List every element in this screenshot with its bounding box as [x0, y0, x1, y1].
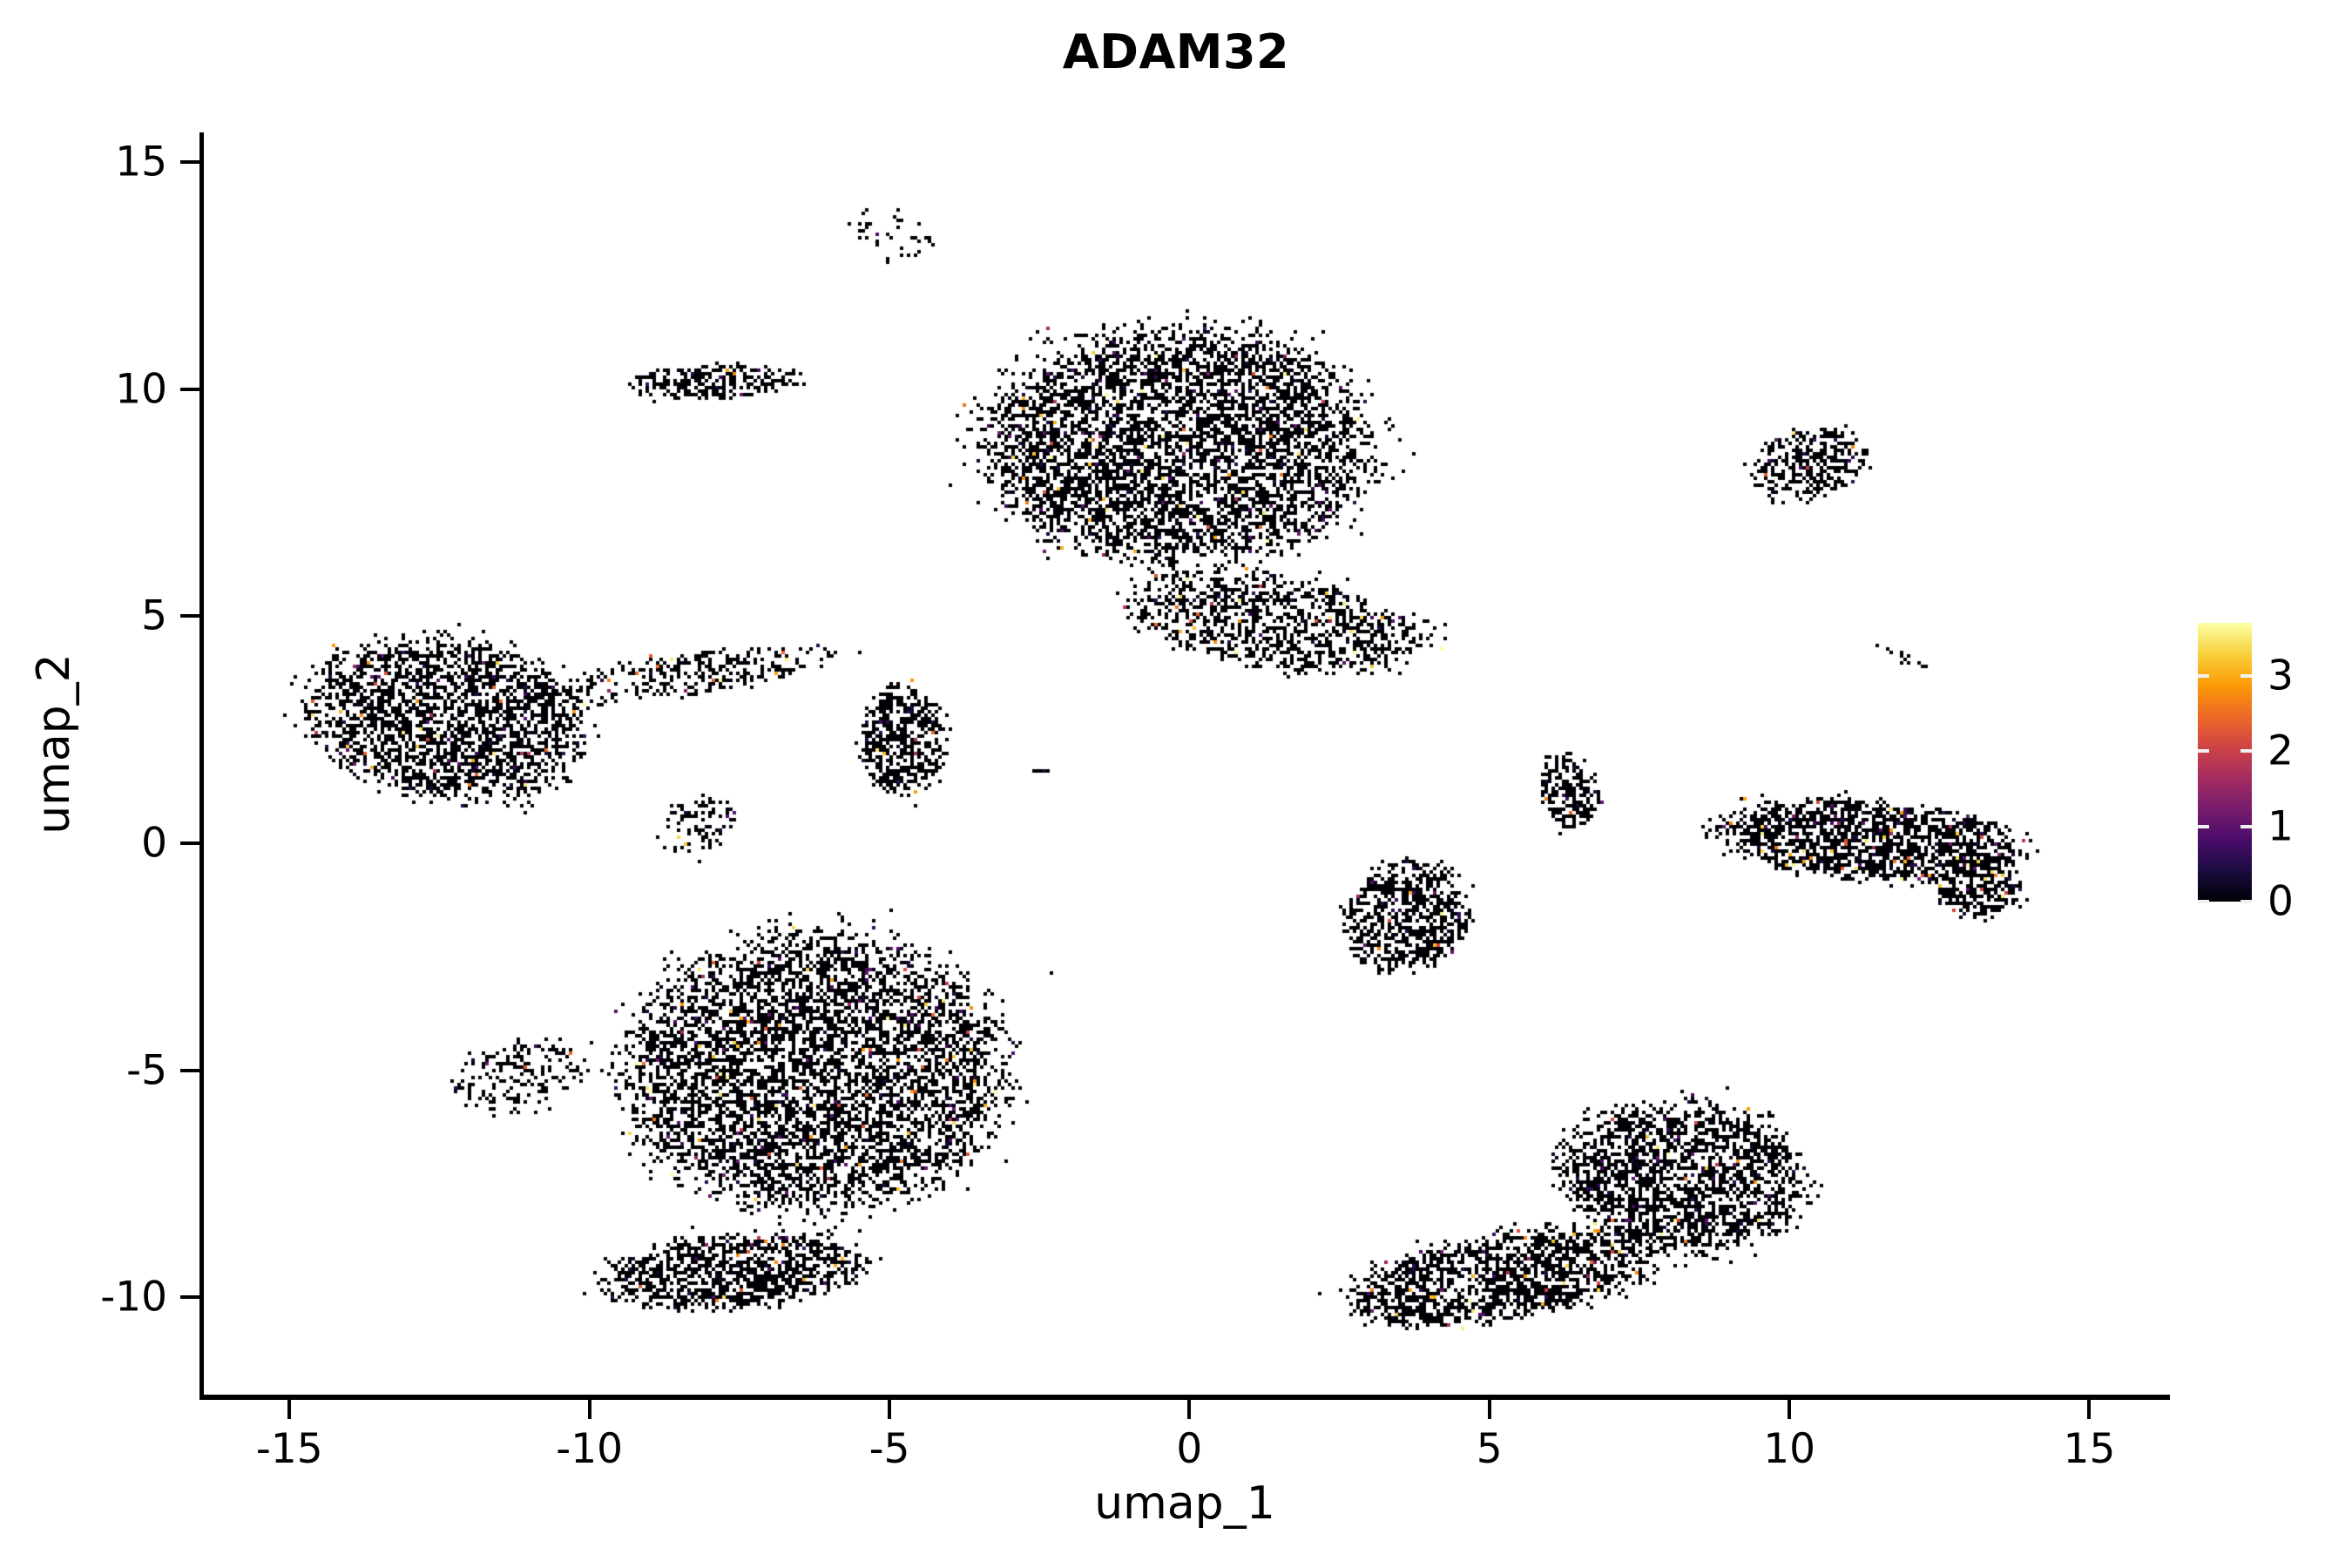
x-tick-label: -10	[556, 1425, 624, 1473]
colorbar-tick-label: 3	[2268, 652, 2294, 700]
y-tick	[180, 387, 199, 391]
colorbar-tick	[2240, 673, 2252, 678]
x-tick	[1788, 1400, 1792, 1419]
colorbar-tick-label: 2	[2268, 727, 2294, 775]
colorbar-tick-label: 0	[2268, 877, 2294, 926]
y-tick-label: -10	[100, 1273, 167, 1321]
x-tick-label: 15	[2063, 1425, 2116, 1473]
x-axis-label: umap_1	[1094, 1477, 1275, 1530]
y-tick-label: 5	[141, 591, 167, 640]
x-tick	[888, 1400, 892, 1419]
y-tick	[180, 614, 199, 618]
x-tick-label: -15	[255, 1425, 323, 1473]
colorbar-tick	[2198, 673, 2209, 678]
y-tick	[180, 841, 199, 846]
y-tick-label: -5	[126, 1046, 167, 1095]
x-tick-label: 5	[1476, 1425, 1503, 1473]
colorbar-tick	[2240, 900, 2252, 903]
y-tick	[180, 1068, 199, 1072]
y-tick-label: 0	[141, 819, 167, 868]
y-axis-label: umap_2	[28, 653, 80, 835]
colorbar[interactable]: 0 1 2 3	[2198, 623, 2294, 926]
x-tick-label: -5	[868, 1425, 910, 1473]
colorbar-tick	[2198, 749, 2209, 754]
x-tick	[287, 1400, 292, 1419]
y-axis-spine	[199, 132, 204, 1400]
colorbar-tick	[2240, 824, 2252, 828]
page-title: ADAM32	[1062, 24, 1290, 79]
y-tick	[180, 160, 199, 165]
colorbar-tick-label: 1	[2268, 802, 2294, 850]
y-tick	[180, 1295, 199, 1300]
x-tick	[587, 1400, 591, 1419]
y-tick-label: 15	[115, 138, 167, 186]
x-axis-spine	[199, 1395, 2170, 1400]
colorbar-tick	[2240, 749, 2252, 754]
x-tick	[1487, 1400, 1491, 1419]
x-tick-label: 0	[1176, 1425, 1203, 1473]
x-tick-label: 10	[1763, 1425, 1815, 1473]
x-tick	[2087, 1400, 2092, 1419]
x-tick	[1187, 1400, 1192, 1419]
y-tick-label: 10	[115, 365, 167, 414]
scatter-plot-area[interactable]	[199, 135, 2167, 1397]
umap-scatter-canvas[interactable]	[199, 135, 2167, 1397]
colorbar-gradient	[2198, 623, 2252, 902]
colorbar-tick	[2198, 900, 2209, 903]
colorbar-tick	[2198, 824, 2209, 828]
